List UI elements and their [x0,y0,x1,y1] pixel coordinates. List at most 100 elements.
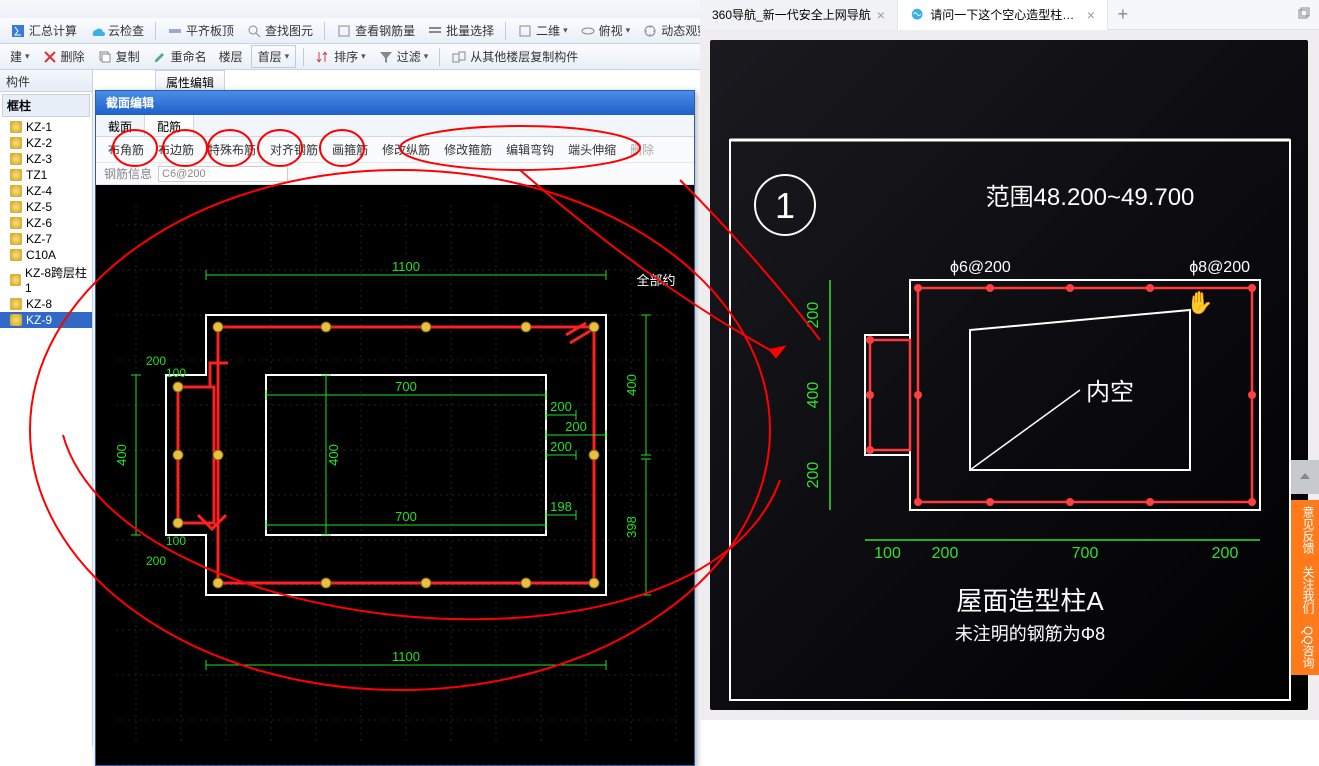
tree-item-label: KZ-2 [26,136,52,150]
dim2d-button[interactable]: 二维▾ [513,20,572,41]
tree-item[interactable]: KZ-8 [0,296,92,312]
browser-tab-1[interactable]: 请问一下这个空心造型柱怎么布 × [898,0,1108,30]
section-tool[interactable]: 编辑弯钩 [500,138,560,161]
section-tool[interactable]: 删除 [624,138,660,161]
flatslab-button[interactable]: 平齐板顶 [163,20,238,41]
batchselect-button[interactable]: 批量选择 [423,20,498,41]
rename-label: 重命名 [171,48,207,65]
svg-text:400: 400 [805,382,822,409]
close-icon[interactable]: × [1087,7,1095,23]
section-editor-window: 截面编辑 截面 配筋 布角筋布边筋特殊布筋对齐钢筋画箍筋修改纵筋修改箍筋编辑弯钩… [95,90,695,766]
checkrebar-label: 查看钢筋量 [355,22,415,39]
firstfloor-label: 首层 [258,48,282,65]
section-tool[interactable]: 布边筋 [152,138,200,161]
svg-text:200: 200 [1212,545,1239,562]
window-tabs: 截面 配筋 [96,115,694,137]
delete-button[interactable]: 删除 [38,46,89,67]
tree-tab[interactable]: 构件 [0,70,92,92]
flatslab-label: 平齐板顶 [186,22,234,39]
scrolltop-button[interactable] [1291,460,1319,494]
reference-photo: 1范围48.200~49.700内空ϕ6@200ϕ8@200✋200400200… [710,40,1308,710]
sort-button[interactable]: 排序▾ [311,46,370,67]
floor-button[interactable]: 楼层 [215,46,247,67]
svg-text:200: 200 [146,354,166,368]
tree-item[interactable]: KZ-3 [0,151,92,167]
column-icon [10,137,22,149]
filter-button[interactable]: 过滤▾ [374,46,433,67]
column-icon [10,121,22,133]
copyfrom-label: 从其他楼层复制构件 [470,48,578,65]
tree-item[interactable]: KZ-9 [0,312,92,328]
tree-item[interactable]: KZ-7 [0,231,92,247]
tab-section[interactable]: 截面 [96,115,145,136]
svg-text:700: 700 [1072,545,1099,562]
new-label: 建 [10,48,22,65]
browser-tabs: 360导航_新一代安全上网导航 × 请问一下这个空心造型柱怎么布 × + [700,0,1319,30]
tree-item[interactable]: C10A [0,247,92,263]
tree-item[interactable]: KZ-2 [0,135,92,151]
tree-item[interactable]: TZ1 [0,167,92,183]
tab-title: 360导航_新一代安全上网导航 [712,6,871,23]
filter-label: 过滤 [397,48,421,65]
firstfloor-combo[interactable]: 首层▾ [251,45,297,68]
section-canvas[interactable]: 1100110040040039870070040020020020019820… [96,185,694,765]
section-tool[interactable]: 画箍筋 [326,138,374,161]
svg-text:ϕ6@200: ϕ6@200 [950,259,1011,276]
section-tool[interactable]: 修改纵筋 [376,138,436,161]
svg-text:200: 200 [565,419,587,434]
svg-text:200: 200 [550,439,572,454]
svg-text:700: 700 [395,379,417,394]
column-icon [10,233,22,245]
tree-item[interactable]: KZ-8跨层柱1 [0,263,92,296]
newtab-button[interactable]: + [1108,4,1138,25]
findgraph-label: 查找图元 [265,22,313,39]
bird-button[interactable]: 俯视▾ [576,20,635,41]
svg-text:400: 400 [624,374,639,396]
rebar-info-label: 钢筋信息 [104,165,152,182]
browser-panel: 360导航_新一代安全上网导航 × 请问一下这个空心造型柱怎么布 × + 1范围… [700,0,1319,720]
summary-label: 汇总计算 [29,22,77,39]
browser-tab-0[interactable]: 360导航_新一代安全上网导航 × [700,0,898,30]
summary-button[interactable]: 汇总计算 [6,20,81,41]
close-icon[interactable]: × [877,7,885,23]
section-tool[interactable]: 布角筋 [102,138,150,161]
section-tool[interactable]: 端头伸缩 [562,138,622,161]
svg-text:700: 700 [395,509,417,524]
qq-button[interactable]: QQ咨询 [1291,620,1319,675]
new-button[interactable]: 建▾ [6,46,34,67]
svg-text:1100: 1100 [392,649,420,664]
column-icon [10,201,22,213]
svg-text:398: 398 [624,516,639,538]
rename-button[interactable]: 重命名 [148,46,211,67]
column-icon [10,169,22,181]
section-tool[interactable]: 特殊布筋 [202,138,262,161]
copyfrom-button[interactable]: 从其他楼层复制构件 [447,46,582,67]
tab-title: 请问一下这个空心造型柱怎么布 [930,6,1080,23]
svg-text:✋: ✋ [1186,290,1213,315]
svg-text:未注明的钢筋为Φ8: 未注明的钢筋为Φ8 [955,624,1105,644]
follow-button[interactable]: 关注我们 [1291,560,1319,620]
checkrebar-button[interactable]: 查看钢筋量 [332,20,419,41]
svg-text:200: 200 [932,545,959,562]
rebar-info-row: 钢筋信息 [96,163,694,185]
section-tool[interactable]: 对齐钢筋 [264,138,324,161]
tree-item[interactable]: KZ-5 [0,199,92,215]
cloudcheck-button[interactable]: 云检查 [85,20,148,41]
copy-button[interactable]: 复制 [93,46,144,67]
tree-item[interactable]: KZ-1 [0,119,92,135]
tree-item-label: KZ-8 [26,297,52,311]
section-tool[interactable]: 修改箍筋 [438,138,498,161]
tree-item[interactable]: KZ-6 [0,215,92,231]
feedback-button[interactable]: 意见反馈 [1291,500,1319,560]
svg-text:100: 100 [874,545,901,562]
column-icon [10,217,22,229]
column-icon [10,185,22,197]
window-toolbar: 布角筋布边筋特殊布筋对齐钢筋画箍筋修改纵筋修改箍筋编辑弯钩端头伸缩删除 [96,137,694,163]
rebar-info-input[interactable] [158,166,288,182]
findgraph-button[interactable]: 查找图元 [242,20,317,41]
tree-item[interactable]: KZ-4 [0,183,92,199]
browser-body: 1范围48.200~49.700内空ϕ6@200ϕ8@200✋200400200… [700,30,1319,720]
tab-rebar[interactable]: 配筋 [145,115,194,136]
delete-label: 删除 [61,48,85,65]
restore-icon[interactable] [1289,5,1319,24]
